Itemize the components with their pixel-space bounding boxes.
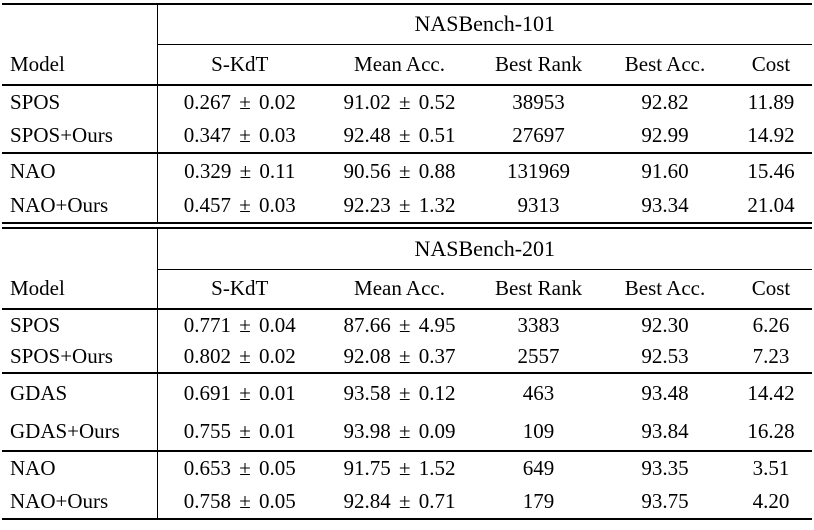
benchmark-title: NASBench-101 [156,4,813,45]
column-header-skdt: S-KdT [156,44,322,86]
best-rank-cell: 2557 [477,341,600,374]
skdt-cell: 0.653 ± 0.05 [156,451,322,485]
empty-corner-cell [2,228,157,269]
cost-cell: 7.23 [730,341,813,374]
mean-acc-cell: 87.66 ± 4.95 [343,313,456,337]
table-row: NAO+Ours 0.457 ± 0.03 92.23 ± 1.32 9313 … [2,188,813,224]
skdt-cell: 0.755 ± 0.01 [156,412,322,452]
best-acc-cell: 92.99 [600,119,730,154]
best-rank-cell: 27697 [477,119,600,154]
best-rank-cell: 9313 [477,188,600,224]
model-cell: SPOS+Ours [2,119,157,154]
column-header-row: Model S-KdT Mean Acc. Best Rank Best Acc… [2,44,813,86]
best-rank-cell: 131969 [507,158,570,183]
mean-acc-cell: 92.23 ± 1.32 [322,188,477,224]
best-acc-cell: 92.82 [641,90,689,114]
skdt-cell: 0.771 ± 0.04 [156,309,322,341]
model-cell: NAO [10,456,56,480]
mean-acc-cell: 92.48 ± 0.51 [322,119,477,154]
best-acc-cell: 91.60 [641,158,689,183]
best-rank-cell: 3383 [517,313,560,337]
best-rank-cell: 649 [522,456,555,480]
model-cell: GDAS+Ours [2,412,157,452]
column-header-best-rank: Best Rank [477,269,600,310]
column-header-model: Model [2,44,157,86]
mean-acc-cell: 93.58 ± 0.12 [343,380,456,405]
model-cell: GDAS [10,380,68,405]
best-acc-cell: 92.30 [641,313,689,337]
skdt-cell: 0.691 ± 0.01 [156,373,322,412]
section-title-row: NASBench-201 [2,228,813,270]
model-cell: SPOS [10,90,61,114]
mean-acc-cell: 91.02 ± 0.52 [343,90,456,114]
table-row: GDAS+Ours 0.755 ± 0.01 93.98 ± 0.09 109 … [2,412,813,452]
skdt-cell: 0.329 ± 0.11 [156,153,322,188]
cost-cell: 21.04 [730,188,813,224]
best-acc-cell: 93.48 [641,380,689,405]
table-row: NAO 0.329 ± 0.11 90.56 ± 0.88 131969 91.… [2,153,812,188]
cost-cell: 15.46 [747,158,795,183]
mean-acc-cell: 93.98 ± 0.09 [322,412,477,452]
cost-cell: 11.89 [747,90,795,114]
table-row: NAO 0.653 ± 0.05 91.75 ± 1.52 649 93.35 … [2,451,812,485]
mean-acc-cell: 90.56 ± 0.88 [343,158,456,183]
table-row: SPOS+Ours 0.802 ± 0.02 92.08 ± 0.37 2557… [2,341,813,374]
best-acc-cell: 93.34 [600,188,730,224]
skdt-cell: 0.758 ± 0.05 [156,485,322,519]
mean-acc-cell: 92.84 ± 0.71 [343,489,456,513]
section-divider-rule [2,223,813,229]
model-cell: NAO [10,158,56,183]
cost-cell: 14.92 [730,119,813,154]
best-acc-cell: 93.75 [641,489,689,513]
mean-acc-cell: 92.08 ± 0.37 [322,341,477,374]
cost-cell: 4.20 [752,489,790,513]
column-header-best-acc: Best Acc. [600,44,730,86]
model-cell: NAO+Ours [2,188,157,224]
table-row: SPOS 0.771 ± 0.04 87.66 ± 4.95 3383 92.3… [2,309,812,341]
table-row: GDAS 0.691 ± 0.01 93.58 ± 0.12 463 93.48… [2,373,812,412]
cost-cell: 3.51 [752,456,790,480]
table-row: SPOS 0.267 ± 0.02 91.02 ± 0.52 38953 92.… [2,85,812,119]
table-row: SPOS+Ours 0.347 ± 0.03 92.48 ± 0.51 2769… [2,119,813,154]
cost-cell: 14.42 [747,380,795,405]
column-header-skdt: S-KdT [156,269,322,310]
best-acc-cell: 93.84 [600,412,730,452]
benchmark-title: NASBench-201 [156,228,813,270]
mean-acc-cell: 91.75 ± 1.52 [343,456,456,480]
skdt-cell: 0.457 ± 0.03 [156,188,322,224]
column-header-best-acc: Best Acc. [600,269,730,310]
column-header-mean-acc: Mean Acc. [322,44,477,86]
column-header-best-rank: Best Rank [477,44,600,86]
column-header-model: Model [2,269,157,310]
column-header-row: Model S-KdT Mean Acc. Best Rank Best Acc… [2,269,813,310]
best-acc-cell: 92.53 [600,341,730,374]
best-rank-cell: 109 [477,412,600,452]
table-row: NAO+Ours 0.758 ± 0.05 92.84 ± 0.71 179 9… [2,485,812,519]
section-divider [2,223,813,229]
best-rank-cell: 179 [522,489,555,513]
model-cell: SPOS+Ours [2,341,157,374]
best-rank-cell: 38953 [512,90,565,114]
best-rank-cell: 463 [522,380,555,405]
cost-cell: 16.28 [730,412,813,452]
cost-cell: 6.26 [752,313,790,337]
model-cell: SPOS [10,313,61,337]
results-table: NASBench-101 Model S-KdT Mean Acc. Best … [2,3,813,520]
skdt-cell: 0.267 ± 0.02 [156,85,322,119]
skdt-cell: 0.347 ± 0.03 [156,119,322,154]
column-header-cost: Cost [730,44,813,86]
section-title-row: NASBench-101 [2,4,813,45]
model-cell: NAO+Ours [10,489,109,513]
column-header-cost: Cost [730,269,813,310]
skdt-cell: 0.802 ± 0.02 [156,341,322,374]
empty-corner-cell [2,4,157,44]
column-header-mean-acc: Mean Acc. [322,269,477,310]
best-acc-cell: 93.35 [641,456,689,480]
